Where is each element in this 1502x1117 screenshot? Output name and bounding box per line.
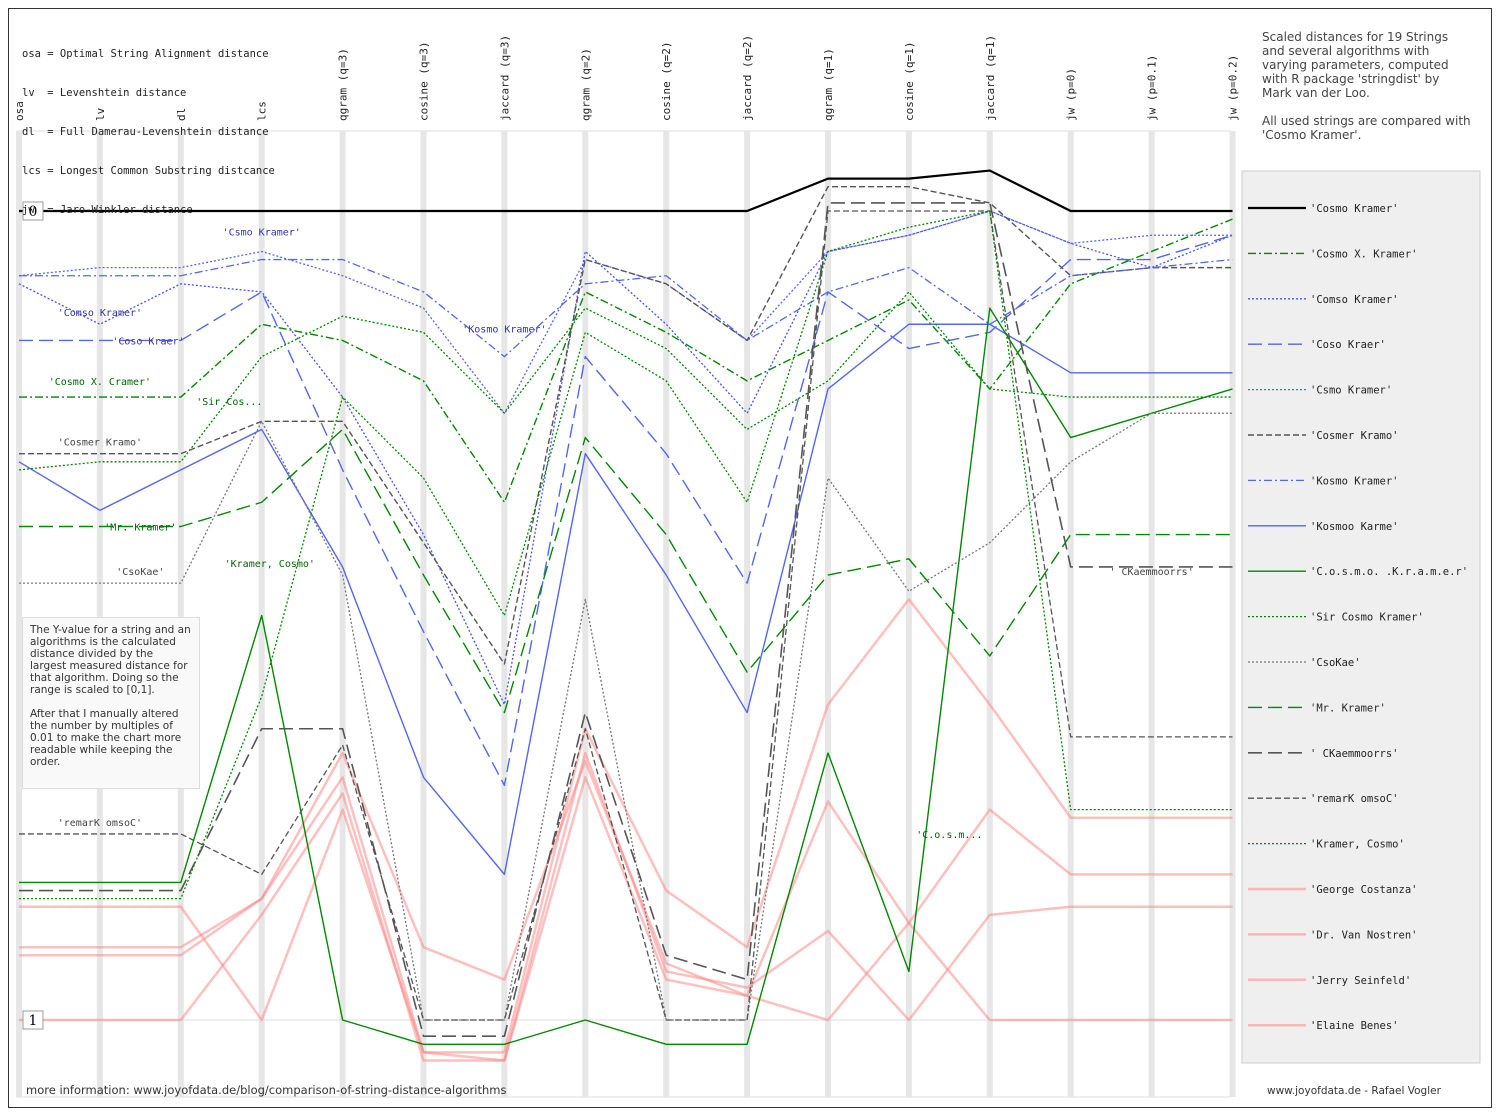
plot-area: [16, 130, 1231, 1098]
series-line-10: [19, 412, 1233, 1021]
series-line-13: [19, 210, 1233, 1021]
legend-label-2: 'Comso Kramer': [1310, 294, 1399, 306]
legend-label-11: 'Mr. Kramer': [1310, 702, 1386, 714]
series-line-12: [19, 202, 1233, 1037]
annotation-4: 'Cosmo X. Cramer': [49, 377, 151, 388]
legend-label-18: 'Elaine Benes': [1310, 1020, 1399, 1032]
legend-label-16: 'Dr. Van Nostren': [1310, 929, 1417, 941]
y-tick-label-0: 0: [29, 204, 38, 220]
axis-label-13: jw (p=0): [1065, 68, 1078, 121]
legend-label-7: 'Kosmoo Karme': [1310, 521, 1399, 533]
axis-label-9: jaccard (q=2): [741, 35, 754, 121]
annotation-0: 'Csmo Kramer': [223, 227, 301, 238]
series-line-3: [19, 234, 1233, 787]
abbr-jw: jw = Jaro-Winkler distance: [22, 204, 193, 216]
series-line-9: [18, 291, 1233, 471]
legend-label-10: 'CsoKae': [1310, 657, 1361, 669]
series-line-1: [19, 218, 1233, 503]
annotation-10: 'remarK omsoC': [58, 818, 142, 829]
annotation-3: 'Kosmo Kramer': [462, 324, 546, 335]
legend-label-13: 'remarK omsoC': [1310, 793, 1399, 805]
legend-label-8: 'C.o.s.m.o. .K.r.a.m.e.r': [1310, 566, 1468, 578]
series-line-5: [19, 186, 1233, 665]
author-credit: www.joyofdata.de - Rafael Vogler: [1267, 1085, 1441, 1097]
chart-description: Scaled distances for 19 Strings and seve…: [1262, 30, 1472, 156]
legend-label-17: 'Jerry Seinfeld': [1310, 975, 1411, 987]
more-info-link[interactable]: more information: www.joyofdata.de/blog/…: [26, 1083, 507, 1097]
series-line-15: [19, 598, 1233, 1054]
axis-label-1: lv: [94, 107, 107, 121]
legend-label-1: 'Cosmo X. Kramer': [1310, 248, 1417, 260]
axis-label-12: jaccard (q=1): [984, 35, 997, 121]
axis-label-6: jaccard (q=3): [498, 35, 511, 121]
legend-label-6: 'Kosmo Kramer': [1310, 475, 1399, 487]
note-para-2: After that I manually altered the number…: [30, 708, 182, 768]
legend-label-0: 'Cosmo Kramer': [1310, 203, 1399, 215]
legend-label-4: 'Csmo Kramer': [1310, 385, 1392, 397]
series-line-14: [19, 210, 1233, 900]
series-line-0: [19, 169, 1233, 213]
series-line-17: [19, 751, 1233, 1062]
axis-label-11: cosine (q=1): [903, 42, 916, 121]
axis-label-4: qgram (q=3): [337, 48, 350, 121]
legend-label-15: 'George Costanza': [1310, 884, 1417, 896]
axis-label-7: qgram (q=2): [579, 48, 592, 121]
y-tick-label-1: 1: [29, 1013, 38, 1029]
description-para-2: All used strings are compared with 'Cosm…: [1262, 114, 1471, 142]
annotation-6: 'Cosmer Kramo': [58, 438, 142, 449]
axis-label-10: qgram (q=1): [822, 48, 835, 121]
annotation-11: 'C.o.s.m...: [916, 830, 982, 841]
axis-label-15: jw (p=0.2): [1227, 55, 1240, 121]
annotation-2: 'Coso Kraer': [112, 336, 184, 347]
annotation-12: ' CKaemmoorrs': [1109, 567, 1193, 578]
legend-label-3: 'Coso Kraer': [1310, 339, 1386, 351]
note-para-1: The Y-value for a string and an algorith…: [30, 624, 191, 696]
series-line-8: [19, 307, 1233, 1045]
legend-label-9: 'Sir Cosmo Kramer': [1310, 612, 1424, 624]
series-line-18: [19, 776, 1233, 1062]
axis-label-0: osa: [13, 101, 26, 121]
axis-label-2: dl: [175, 108, 188, 121]
abbreviation-legend: osa = Optimal String Alignment distance …: [22, 22, 275, 230]
axis-label-5: cosine (q=3): [418, 42, 431, 121]
series-line-11: [19, 428, 1233, 714]
legend-label-5: 'Cosmer Kramo': [1310, 430, 1399, 442]
annotation-9: 'Kramer, Cosmo': [225, 559, 315, 570]
annotation-7: 'Mr. Kramer': [104, 523, 176, 534]
y-tick-box-1: [22, 1010, 44, 1030]
abbr-lcs: lcs = Longest Common Substring distcance: [22, 165, 275, 177]
series-line-6: [19, 258, 1233, 358]
abbr-osa: osa = Optimal String Alignment distance: [22, 48, 269, 60]
method-note: The Y-value for a string and an algorith…: [22, 617, 200, 789]
abbr-lv: lv = Levenshtein distance: [22, 87, 187, 99]
series-line-2: [18, 210, 1233, 706]
y-tick-box-0: [22, 201, 44, 221]
axis-label-14: jw (p=0.1): [1146, 55, 1159, 121]
abbr-dl: dl = Full Damerau-Levenshtein distance: [22, 126, 269, 138]
annotation-5: 'Sir Cos...: [196, 397, 262, 408]
legend-label-14: 'Kramer, Cosmo': [1310, 839, 1405, 851]
annotation-8: 'CsoKae': [116, 567, 164, 578]
description-para-1: Scaled distances for 19 Strings and seve…: [1262, 30, 1449, 100]
annotation-1: 'Comso Kramer': [58, 308, 142, 319]
legend-label-12: ' CKaemmoorrs': [1310, 748, 1399, 760]
series-line-7: [18, 323, 1233, 876]
axis-label-3: lcs: [256, 101, 269, 121]
axis-label-8: cosine (q=2): [660, 42, 673, 121]
